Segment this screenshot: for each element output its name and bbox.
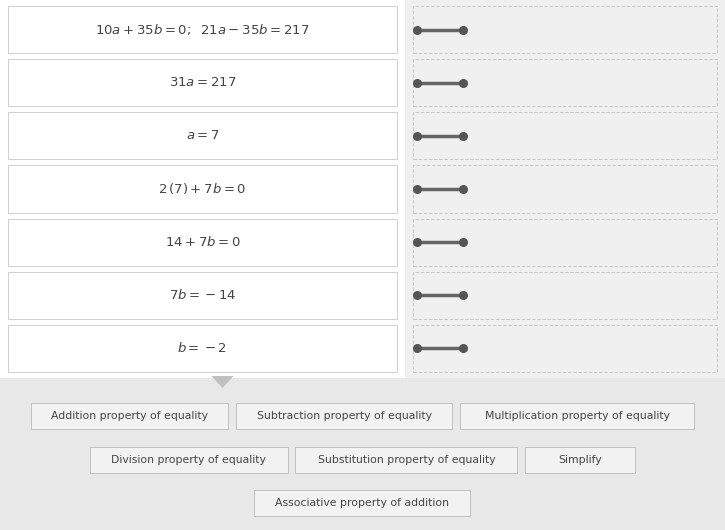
Bar — [413, 325, 717, 372]
Text: Subtraction property of equality: Subtraction property of equality — [257, 411, 432, 421]
Bar — [413, 272, 717, 319]
Bar — [413, 6, 717, 53]
Text: $7b = -14$: $7b = -14$ — [169, 288, 236, 302]
Text: Substitution property of equality: Substitution property of equality — [318, 455, 495, 465]
Bar — [526, 447, 636, 473]
Bar — [460, 403, 695, 429]
Text: $2\,(7) + 7b = 0$: $2\,(7) + 7b = 0$ — [158, 181, 247, 197]
Text: Division property of equality: Division property of equality — [111, 455, 266, 465]
Bar — [413, 112, 717, 160]
Bar — [8, 165, 397, 213]
Bar — [254, 490, 471, 516]
Text: $10a + 35b = 0;\;\; 21a - 35b = 217$: $10a + 35b = 0;\;\; 21a - 35b = 217$ — [95, 22, 310, 37]
Text: $a = 7$: $a = 7$ — [186, 129, 220, 143]
Text: $b = -2$: $b = -2$ — [178, 341, 228, 356]
Bar — [8, 272, 397, 319]
Bar — [8, 112, 397, 160]
Text: $31a = 217$: $31a = 217$ — [169, 76, 236, 89]
Text: Multiplication property of equality: Multiplication property of equality — [485, 411, 670, 421]
Bar — [413, 218, 717, 266]
Bar — [413, 165, 717, 213]
Text: Addition property of equality: Addition property of equality — [51, 411, 208, 421]
Text: Simplify: Simplify — [559, 455, 602, 465]
Bar — [8, 218, 397, 266]
Bar — [405, 0, 725, 378]
Bar — [236, 403, 452, 429]
Bar — [413, 59, 717, 107]
Text: $14 + 7b = 0$: $14 + 7b = 0$ — [165, 235, 241, 249]
Bar — [8, 325, 397, 372]
Bar — [0, 378, 725, 530]
Bar — [8, 59, 397, 107]
Bar — [30, 403, 228, 429]
Text: Associative property of addition: Associative property of addition — [276, 498, 450, 508]
Bar — [89, 447, 288, 473]
Polygon shape — [212, 376, 233, 388]
Bar — [0, 0, 405, 378]
Bar — [8, 6, 397, 53]
Bar — [296, 447, 518, 473]
